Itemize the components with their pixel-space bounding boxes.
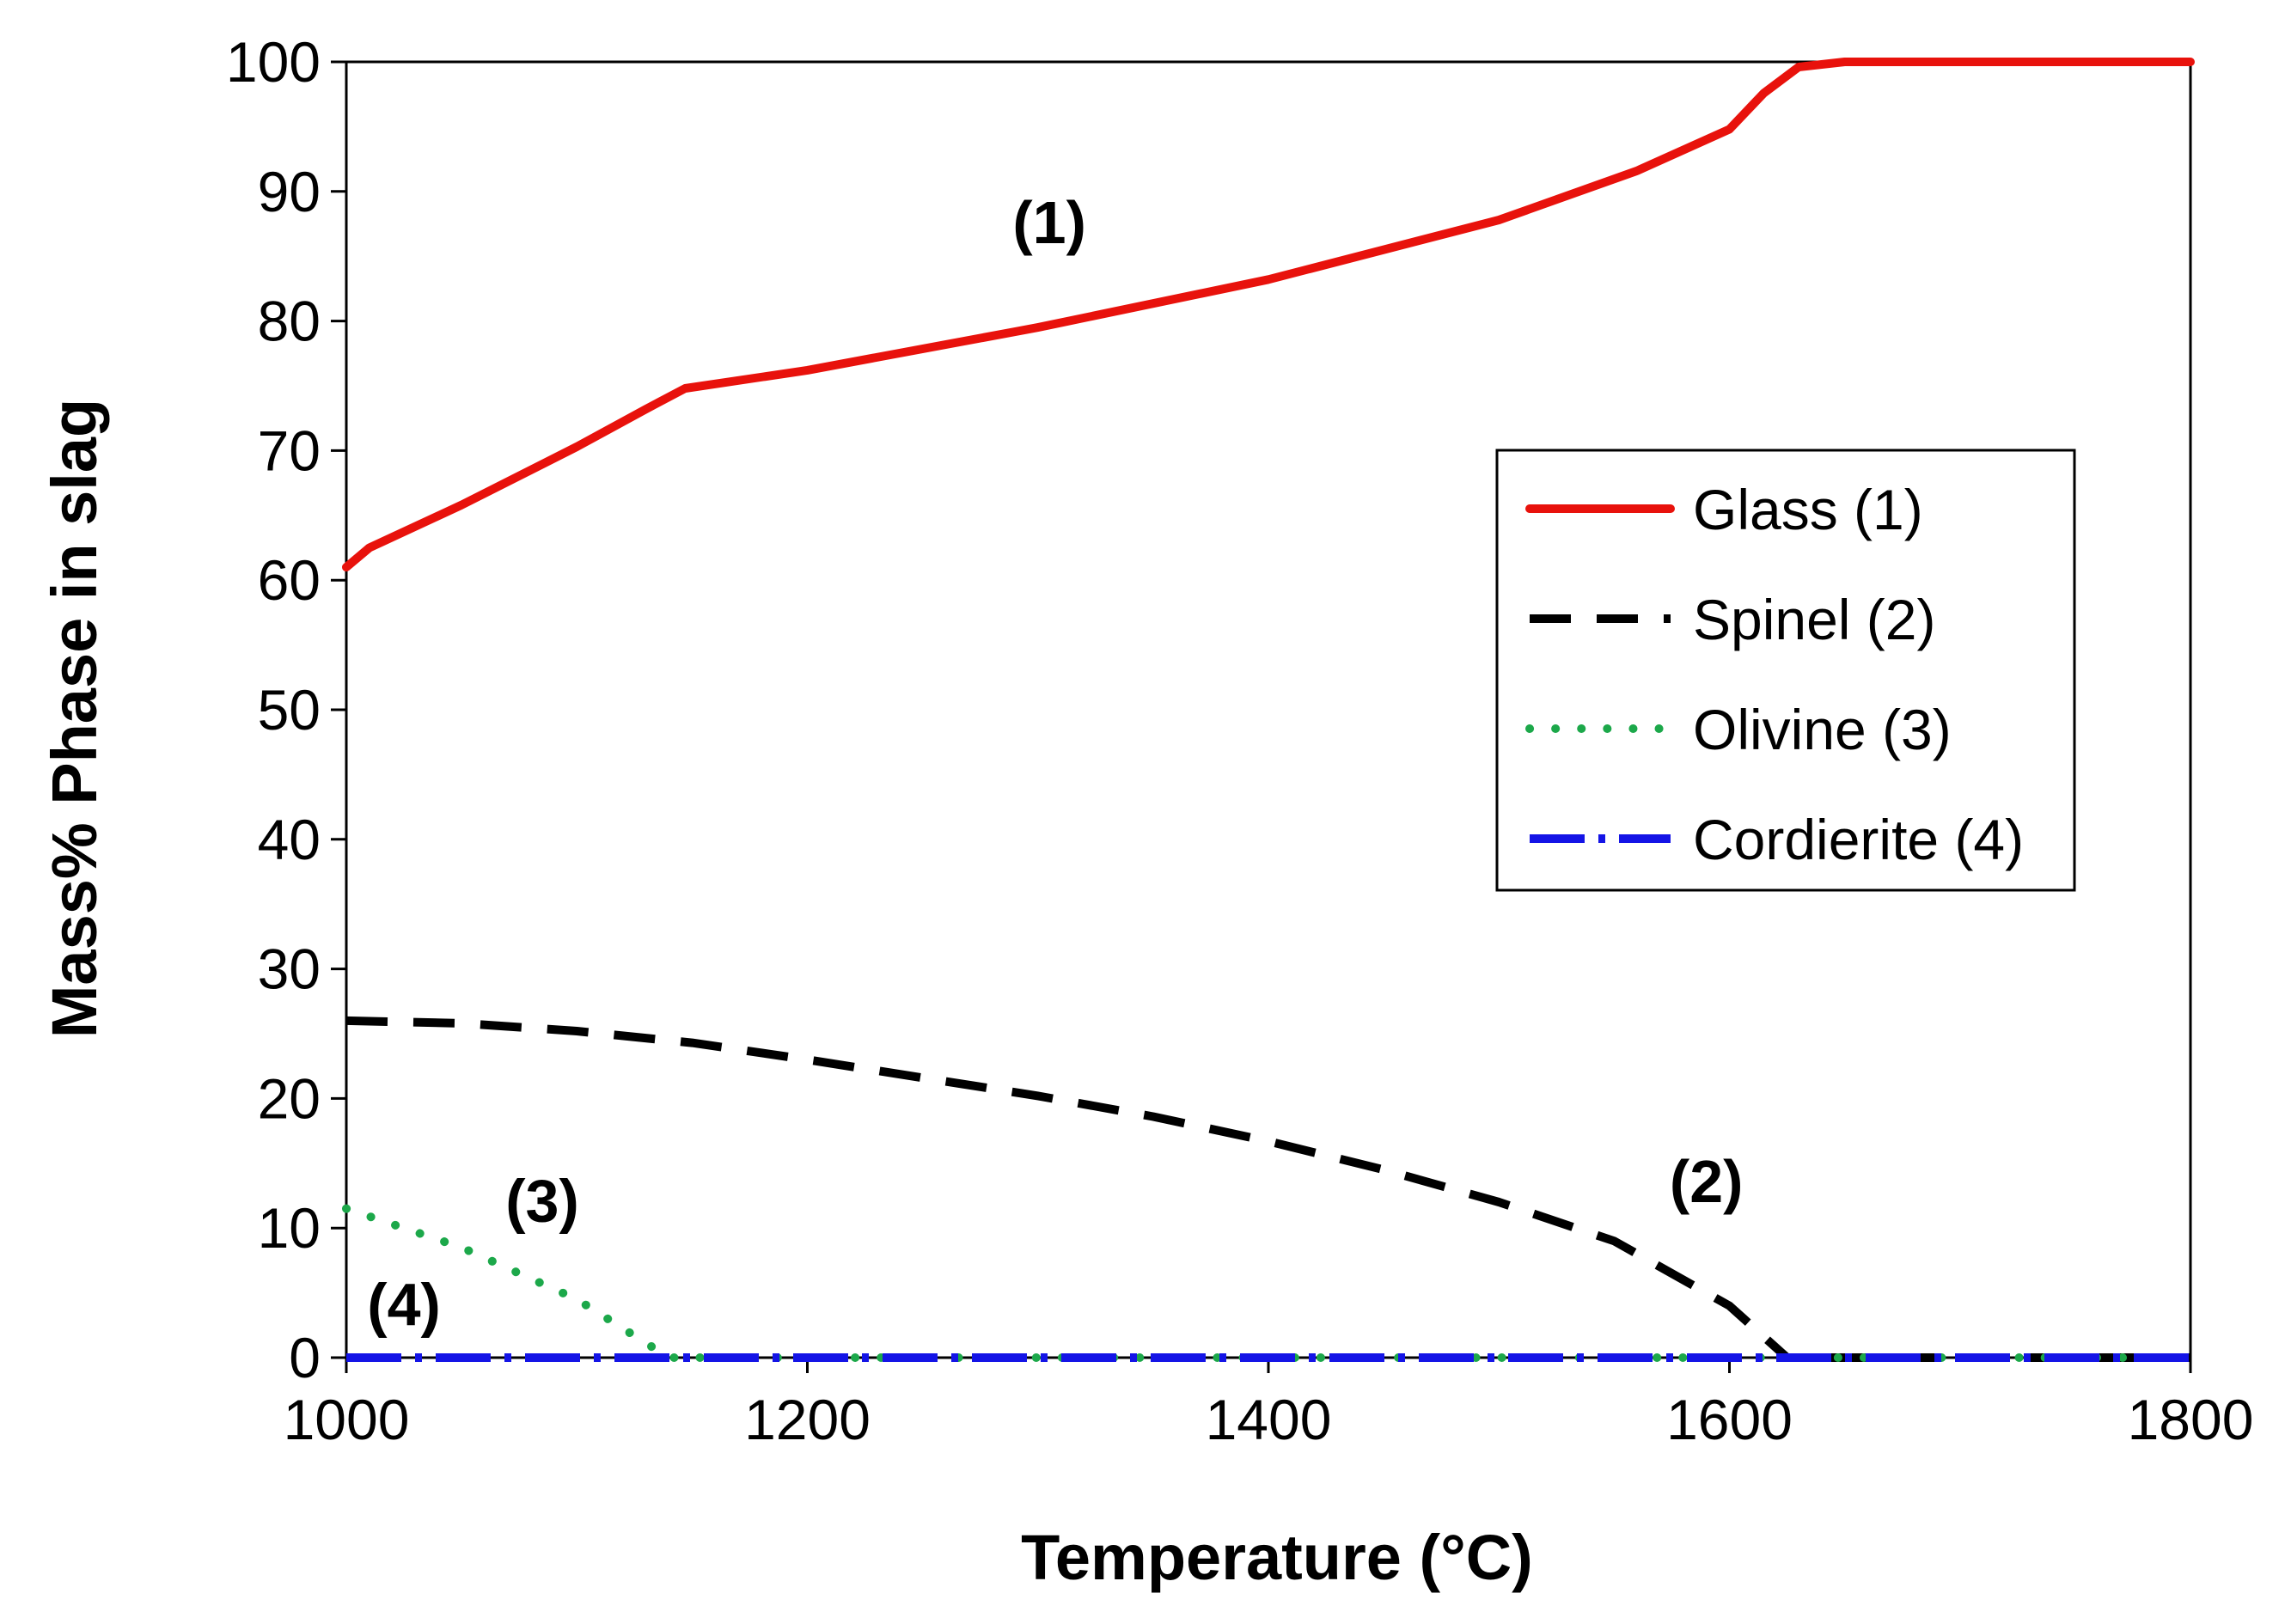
y-tick-label: 50 (258, 678, 321, 742)
annotation-label: (2) (1670, 1148, 1744, 1215)
x-tick-label: 1600 (1666, 1388, 1793, 1451)
y-tick-label: 60 (258, 548, 321, 612)
y-tick-label: 80 (258, 290, 321, 353)
x-tick-label: 1200 (744, 1388, 871, 1451)
legend-label: Glass (1) (1693, 478, 1923, 541)
legend-label: Spinel (2) (1693, 588, 1935, 651)
legend-label: Olivine (3) (1693, 698, 1952, 761)
series-line-glass (342, 58, 2195, 572)
y-tick-label: 30 (258, 937, 321, 1001)
legend-label: Cordierite (4) (1693, 808, 2024, 871)
y-tick-label: 20 (258, 1066, 321, 1130)
legend-box (1495, 449, 2076, 892)
annotation-label: (3) (505, 1168, 579, 1235)
y-tick-label: 0 (289, 1326, 321, 1389)
y-tick-label: 90 (258, 160, 321, 223)
series-line-olivine (342, 1204, 2195, 1362)
series-line-spinel (345, 1016, 2190, 1362)
y-tick-label: 100 (226, 30, 321, 94)
annotation-label: (4) (367, 1271, 441, 1338)
x-axis-title: Temperature (°C) (1021, 1522, 1533, 1593)
annotation-label: (1) (1012, 189, 1086, 256)
y-tick-label: 70 (258, 418, 321, 482)
y-axis-title: Mass% Phase in slag (39, 399, 110, 1038)
y-tick-label: 40 (258, 808, 321, 871)
x-tick-label: 1000 (284, 1388, 410, 1451)
x-tick-label: 1400 (1206, 1388, 1332, 1451)
y-tick-label: 10 (258, 1196, 321, 1260)
x-tick-label: 1800 (2128, 1388, 2254, 1451)
